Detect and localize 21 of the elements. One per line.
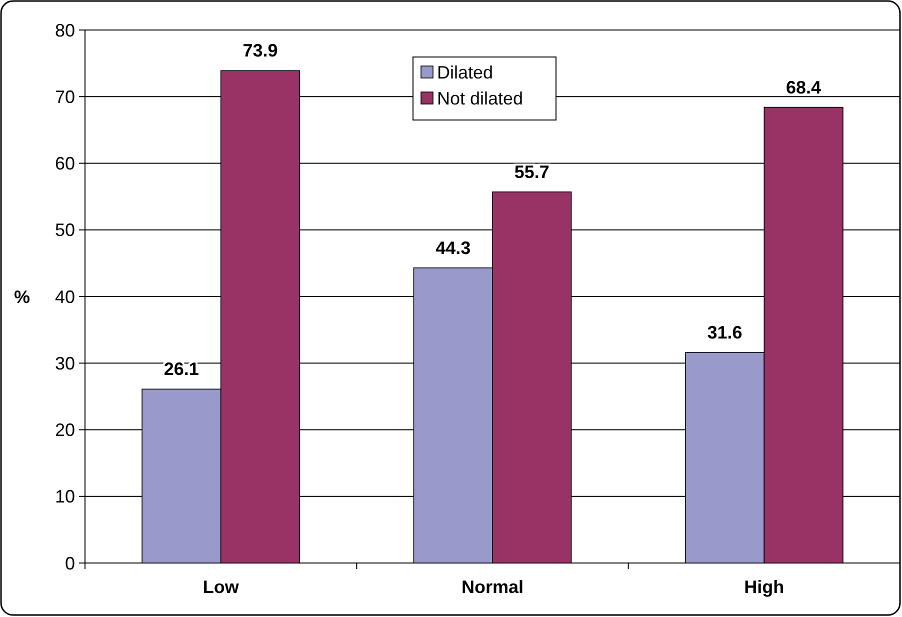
y-tick-label: 40 [54,286,75,307]
y-tick-label: 10 [54,486,75,507]
y-axis-title: % [14,286,30,307]
y-tick-label: 20 [54,420,75,440]
y-tick-label: 60 [54,154,75,174]
data-label: 73.9 [242,40,278,61]
legend-label: Not dilated [437,88,524,108]
x-tick-label: Normal [461,577,524,597]
y-tick-label: 0 [64,553,75,574]
y-tick-label: 70 [54,86,75,107]
legend-label: Dilated [437,62,494,82]
data-label: 68.4 [786,77,822,98]
data-label: 31.6 [707,322,742,342]
y-tick-label: 50 [54,220,75,240]
data-label: 44.3 [436,238,471,258]
data-label: 55.7 [514,162,550,182]
y-tick-label: 30 [54,353,75,374]
x-tick-label: High [744,577,784,597]
x-tick-label: Low [202,577,240,597]
data-label: 26.1 [164,359,199,380]
y-tick-label: 80 [54,20,75,40]
